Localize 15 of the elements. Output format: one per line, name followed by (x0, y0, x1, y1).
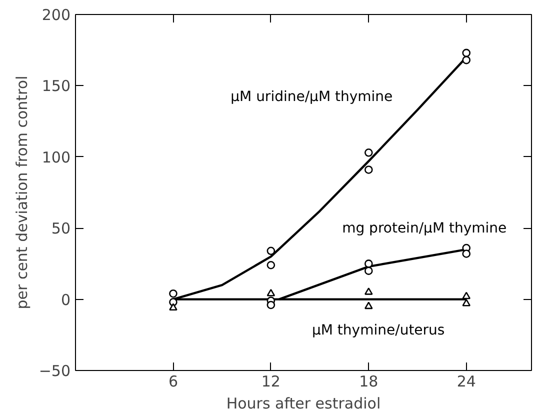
x-tick-label: 24 (456, 372, 476, 390)
y-axis-title: per cent deviation from control (12, 76, 31, 310)
y-tick-label: 0 (60, 290, 71, 309)
y-tick-label: −50 (38, 362, 70, 380)
x-axis-title: Hours after estradiol (226, 394, 381, 412)
y-tick-label: 50 (51, 220, 71, 238)
legend-label: mg protein/μM thymine (342, 220, 507, 236)
y-tick-label: 150 (42, 77, 71, 96)
x-tick-label: 12 (261, 372, 280, 390)
x-tick-label: 18 (359, 372, 378, 390)
y-tick-label: 100 (42, 148, 71, 166)
y-tick-label: 200 (42, 6, 71, 24)
series-label: μM uridine/μM thymine (230, 89, 393, 106)
x-tick-label: 6 (168, 372, 178, 390)
series-label: μM thymine/uterus (312, 322, 445, 338)
